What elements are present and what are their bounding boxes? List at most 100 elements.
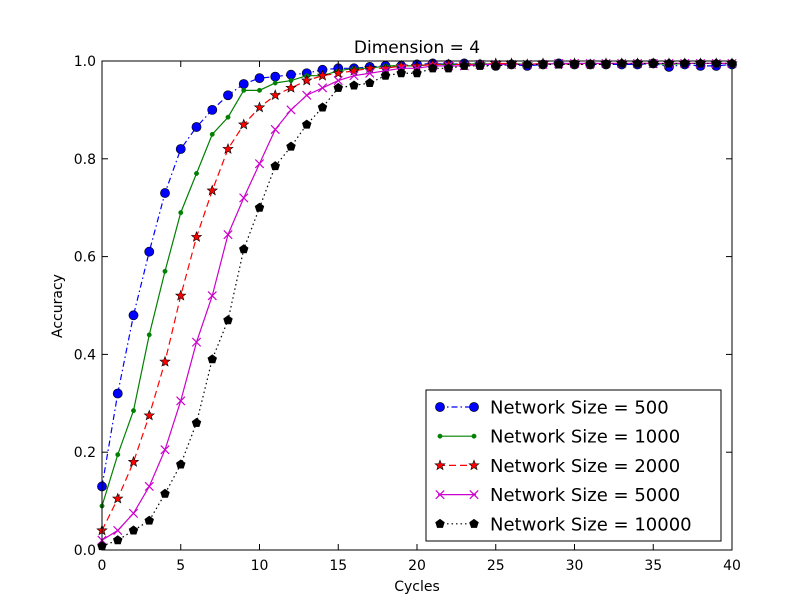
ticks-layer: 0 5 10 15 20 25 30 35 40 0.0 0.2 0.4 0.6 0.8 1.0	[74, 54, 741, 574]
data-point	[396, 68, 406, 78]
data-point	[178, 210, 184, 216]
data-point	[113, 535, 123, 545]
data-point	[160, 488, 170, 498]
data-point	[435, 489, 445, 500]
data-point	[317, 102, 328, 112]
data-point	[333, 75, 343, 86]
data-point	[434, 459, 446, 471]
data-point	[348, 64, 360, 76]
data-point	[191, 417, 202, 427]
data-point	[272, 80, 278, 86]
data-point	[253, 101, 266, 113]
data-point	[475, 60, 485, 70]
data-point	[538, 59, 548, 69]
data-point	[144, 515, 154, 525]
data-point	[317, 83, 328, 93]
data-point	[437, 433, 443, 439]
x-tick-label: 0	[98, 558, 107, 574]
x-tick-label: 10	[251, 558, 269, 574]
legend-entry-1: Network Size = 500	[435, 398, 669, 419]
data-point	[254, 73, 265, 84]
data-point	[128, 508, 139, 518]
data-point	[191, 337, 202, 347]
legend-label: Network Size = 500	[490, 398, 669, 419]
x-tick-label: 40	[723, 558, 741, 574]
legend-label: Network Size = 2000	[490, 456, 680, 477]
data-point	[238, 79, 249, 89]
data-point	[239, 193, 249, 203]
data-point	[302, 119, 312, 129]
data-point	[159, 355, 171, 367]
data-point	[380, 70, 391, 80]
y-axis-label: Accuracy	[50, 274, 66, 338]
data-point	[131, 408, 136, 414]
data-point	[435, 518, 445, 528]
data-point	[257, 87, 262, 93]
data-point	[175, 144, 186, 154]
data-point	[209, 131, 215, 137]
chart-title: Dimension = 4	[354, 38, 480, 58]
x-axis-label: Cycles	[394, 579, 440, 595]
data-point	[601, 59, 611, 69]
data-point	[286, 105, 296, 115]
data-point	[471, 433, 477, 439]
data-point	[469, 489, 479, 500]
data-point	[127, 455, 140, 467]
legend-label: Network Size = 1000	[490, 427, 680, 448]
data-point	[190, 230, 203, 242]
y-tick-label: 0.4	[74, 347, 96, 363]
x-tick-label: 20	[408, 558, 426, 574]
legend-entry-4: Network Size = 5000	[435, 485, 680, 506]
data-point	[128, 525, 139, 535]
data-point	[111, 492, 124, 504]
data-point	[239, 244, 249, 254]
data-point	[285, 81, 297, 93]
data-point	[412, 68, 422, 78]
data-point	[207, 354, 217, 364]
legend: Network Size = 500 Network Size = 1000 Net…	[425, 389, 722, 542]
data-point	[522, 59, 532, 69]
data-point	[269, 89, 282, 101]
data-point	[459, 60, 469, 70]
data-point	[144, 246, 155, 257]
data-point	[115, 452, 121, 458]
legend-entry-2: Network Size = 1000	[437, 427, 680, 448]
data-point	[254, 202, 265, 212]
data-point	[176, 459, 186, 469]
data-point	[223, 90, 233, 101]
data-point	[207, 291, 217, 301]
data-point	[174, 289, 187, 301]
x-tick-label: 15	[329, 558, 347, 574]
legend-label: Network Size = 5000	[490, 485, 680, 506]
data-point	[506, 59, 517, 69]
data-point	[435, 402, 445, 412]
data-point	[160, 445, 170, 455]
y-tick-label: 0.2	[74, 445, 96, 461]
data-point	[176, 396, 186, 406]
data-point	[241, 87, 247, 93]
data-point	[270, 71, 281, 82]
data-point	[206, 184, 219, 196]
data-point	[333, 82, 343, 92]
data-point	[146, 332, 152, 338]
legend-label: Network Size = 10000	[490, 514, 692, 535]
data-point	[302, 90, 312, 100]
legend-entry-3: Network Size = 2000	[434, 456, 680, 477]
data-point	[223, 229, 233, 240]
series-layer	[96, 57, 738, 551]
data-point	[222, 142, 234, 154]
data-point	[300, 74, 313, 86]
data-point	[223, 315, 233, 325]
data-point	[270, 161, 280, 171]
y-tick-label: 0.6	[74, 250, 96, 266]
y-tick-label: 0.0	[74, 543, 96, 559]
data-point	[162, 268, 168, 274]
data-point	[365, 68, 375, 78]
data-point	[469, 402, 479, 412]
data-point	[554, 59, 564, 69]
data-point	[443, 63, 454, 73]
data-point	[254, 159, 265, 169]
legend-entry-5: Network Size = 10000	[435, 514, 692, 535]
data-point	[469, 518, 479, 528]
x-tick-label: 30	[566, 558, 584, 574]
